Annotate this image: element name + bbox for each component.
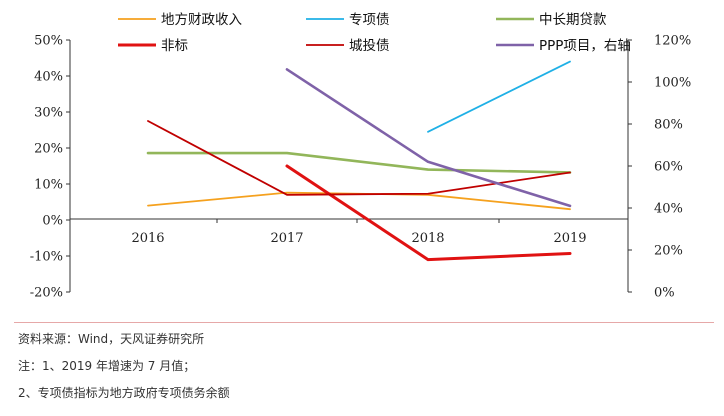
right-tick-label: 60%	[654, 160, 683, 175]
series-line	[146, 151, 572, 174]
x-tick-label: 2016	[131, 231, 164, 246]
footnote-1: 注：1、2019 年增速为 7 月值；	[18, 359, 196, 373]
left-tick-label: 10%	[34, 178, 63, 193]
legend-label: 城投债	[349, 38, 390, 54]
legend-item: PPP项目，右轴	[496, 38, 631, 54]
series-lines	[146, 60, 572, 262]
x-tick-label: 2018	[411, 231, 444, 246]
legend-item: 专项债	[306, 12, 390, 28]
right-tick-label: 40%	[654, 202, 683, 217]
source-notes: 资料来源：Wind，天风证券研究所 注：1、2019 年增速为 7 月值； 2、…	[14, 322, 714, 412]
right-tick-label: 0%	[654, 286, 675, 301]
left-tick-label: 40%	[34, 70, 63, 85]
legend-item: 中长期贷款	[496, 12, 607, 28]
series-line	[427, 60, 571, 133]
x-axis: 2016 2017 2018 2019	[69, 219, 629, 246]
series-group	[427, 60, 571, 133]
source-note: 资料来源：Wind，天风证券研究所	[18, 332, 205, 346]
left-tick-label: 20%	[34, 142, 63, 157]
series-line	[147, 120, 571, 196]
legend-label: 中长期贷款	[539, 12, 607, 28]
x-tick-label: 2019	[553, 231, 586, 246]
left-axis: 50% 40% 30% 20% 10% 0% -10% -20%	[30, 34, 70, 301]
right-tick-label: 20%	[654, 244, 683, 259]
right-tick-label: 100%	[654, 76, 691, 91]
footnote-2: 2、专项债指标为地方政府专项债务余额	[18, 386, 230, 400]
legend-label: 专项债	[349, 12, 390, 28]
legend-label: 地方财政收入	[161, 12, 242, 28]
legend-label: PPP项目，右轴	[539, 38, 631, 54]
x-tick-label: 2017	[270, 231, 303, 246]
series-line	[285, 68, 572, 208]
series-group	[147, 120, 571, 196]
series-group	[285, 164, 572, 262]
right-tick-label: 80%	[654, 118, 683, 133]
legend-label: 非标	[161, 38, 188, 54]
left-tick-label: 30%	[34, 106, 63, 121]
left-tick-label: -10%	[30, 250, 63, 265]
left-tick-label: 50%	[34, 34, 63, 49]
left-tick-label: 0%	[42, 214, 63, 229]
left-tick-label: -20%	[30, 286, 63, 301]
legend-item: 城投债	[306, 38, 390, 54]
legend-item: 地方财政收入	[118, 12, 242, 28]
legend-item: 非标	[118, 38, 188, 54]
right-tick-label: 120%	[654, 34, 691, 49]
right-axis: 120% 100% 80% 60% 40% 20% 0%	[628, 34, 691, 301]
series-group	[146, 151, 572, 174]
series-group	[285, 68, 572, 208]
